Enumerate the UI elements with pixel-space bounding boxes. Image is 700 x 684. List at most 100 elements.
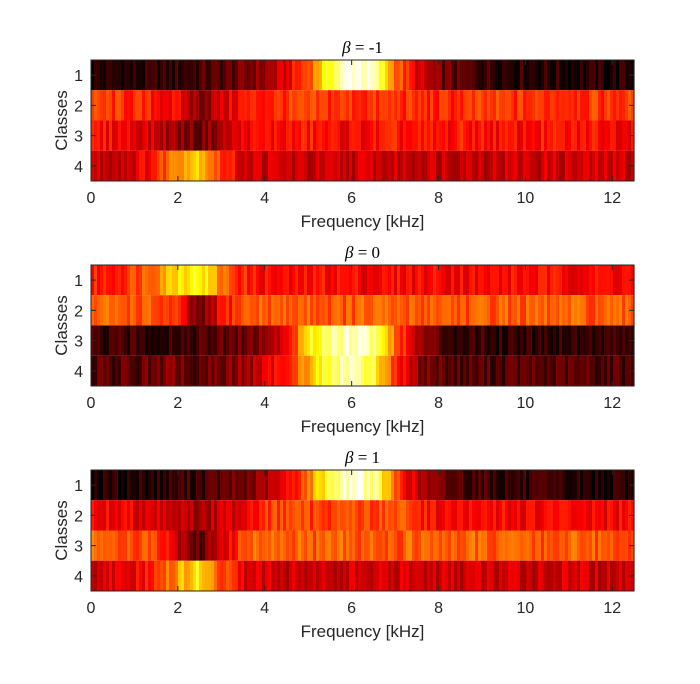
heat-cell [385, 355, 389, 386]
heat-cell [553, 265, 557, 296]
heat-cell [439, 355, 443, 386]
heat-cell [364, 120, 368, 151]
heat-cell [343, 355, 347, 386]
heat-cell [484, 295, 488, 326]
heat-cell [313, 470, 317, 501]
heat-cell [259, 265, 263, 296]
heat-cell [478, 265, 482, 296]
heat-cell [283, 120, 287, 151]
heat-cell [394, 530, 398, 561]
heat-cell [103, 150, 107, 181]
heat-cell [148, 530, 152, 561]
heat-cell [100, 500, 104, 531]
heat-cell [442, 265, 446, 296]
heat-cell [574, 295, 578, 326]
heat-cell [340, 150, 344, 181]
heat-cell [175, 500, 179, 531]
heat-cell [436, 150, 440, 181]
heat-cell [619, 355, 623, 386]
heat-cell [241, 295, 245, 326]
heat-cell [112, 355, 116, 386]
heat-cell [157, 60, 161, 91]
heat-cell [463, 150, 467, 181]
heat-cell [193, 560, 197, 591]
heat-cell [214, 90, 218, 121]
heat-cell [394, 265, 398, 296]
heat-cell [520, 500, 524, 531]
heat-cell [607, 60, 611, 91]
heat-cell [526, 560, 530, 591]
heat-cell [538, 560, 542, 591]
heat-cell [466, 355, 470, 386]
heat-cell [373, 470, 377, 501]
heat-cell [328, 560, 332, 591]
heat-cell [373, 500, 377, 531]
heat-cell [559, 295, 563, 326]
heat-cell [286, 120, 290, 151]
heat-cell [562, 530, 566, 561]
heat-cell [235, 265, 239, 296]
heat-cell [622, 355, 626, 386]
heat-cell [601, 470, 605, 501]
heat-cell [613, 530, 617, 561]
heat-cell [346, 295, 350, 326]
heat-cell [520, 530, 524, 561]
heat-cell [109, 265, 113, 296]
heat-cell [367, 355, 371, 386]
heat-cell [613, 295, 617, 326]
heat-cell [250, 150, 254, 181]
heat-cell [583, 295, 587, 326]
y-tick-label: 1 [74, 478, 83, 495]
heat-cell [112, 530, 116, 561]
heat-cell [472, 560, 476, 591]
heat-cell [445, 150, 449, 181]
heat-cell [595, 530, 599, 561]
heat-cell [556, 325, 560, 356]
heat-cell [271, 530, 275, 561]
heat-cell [106, 560, 110, 591]
heat-cell [568, 150, 572, 181]
heat-cell [334, 500, 338, 531]
heat-cell [271, 500, 275, 531]
heat-cell [607, 470, 611, 501]
heat-cell [274, 560, 278, 591]
heat-cell [97, 500, 101, 531]
heat-cell [115, 560, 119, 591]
heat-cell [442, 530, 446, 561]
heat-cell [463, 60, 467, 91]
heat-cell [445, 325, 449, 356]
heat-cell [397, 120, 401, 151]
heat-cell [205, 530, 209, 561]
heat-cell [412, 560, 416, 591]
heat-cell [103, 325, 107, 356]
heat-cell [343, 295, 347, 326]
heat-cell [358, 325, 362, 356]
heat-cell [535, 530, 539, 561]
heat-cell [403, 470, 407, 501]
heat-cell [382, 295, 386, 326]
heat-cell [496, 60, 500, 91]
heat-cell [385, 500, 389, 531]
heat-cell [418, 90, 422, 121]
heat-cell [289, 295, 293, 326]
heat-cell [163, 325, 167, 356]
heat-cell [295, 295, 299, 326]
heat-cell [484, 530, 488, 561]
heat-cell [490, 560, 494, 591]
heat-cell [301, 265, 305, 296]
heat-cell [247, 355, 251, 386]
heat-cell [199, 355, 203, 386]
heat-cell [451, 470, 455, 501]
heat-cell [292, 530, 296, 561]
heat-cell [100, 325, 104, 356]
heat-cell [517, 560, 521, 591]
heat-cell [319, 120, 323, 151]
heat-cell [118, 560, 122, 591]
heat-cell [223, 265, 227, 296]
heat-cell [553, 355, 557, 386]
heat-cell [229, 295, 233, 326]
heat-cell [322, 560, 326, 591]
heat-cell [439, 120, 443, 151]
heat-cell [583, 90, 587, 121]
heat-cell [115, 265, 119, 296]
